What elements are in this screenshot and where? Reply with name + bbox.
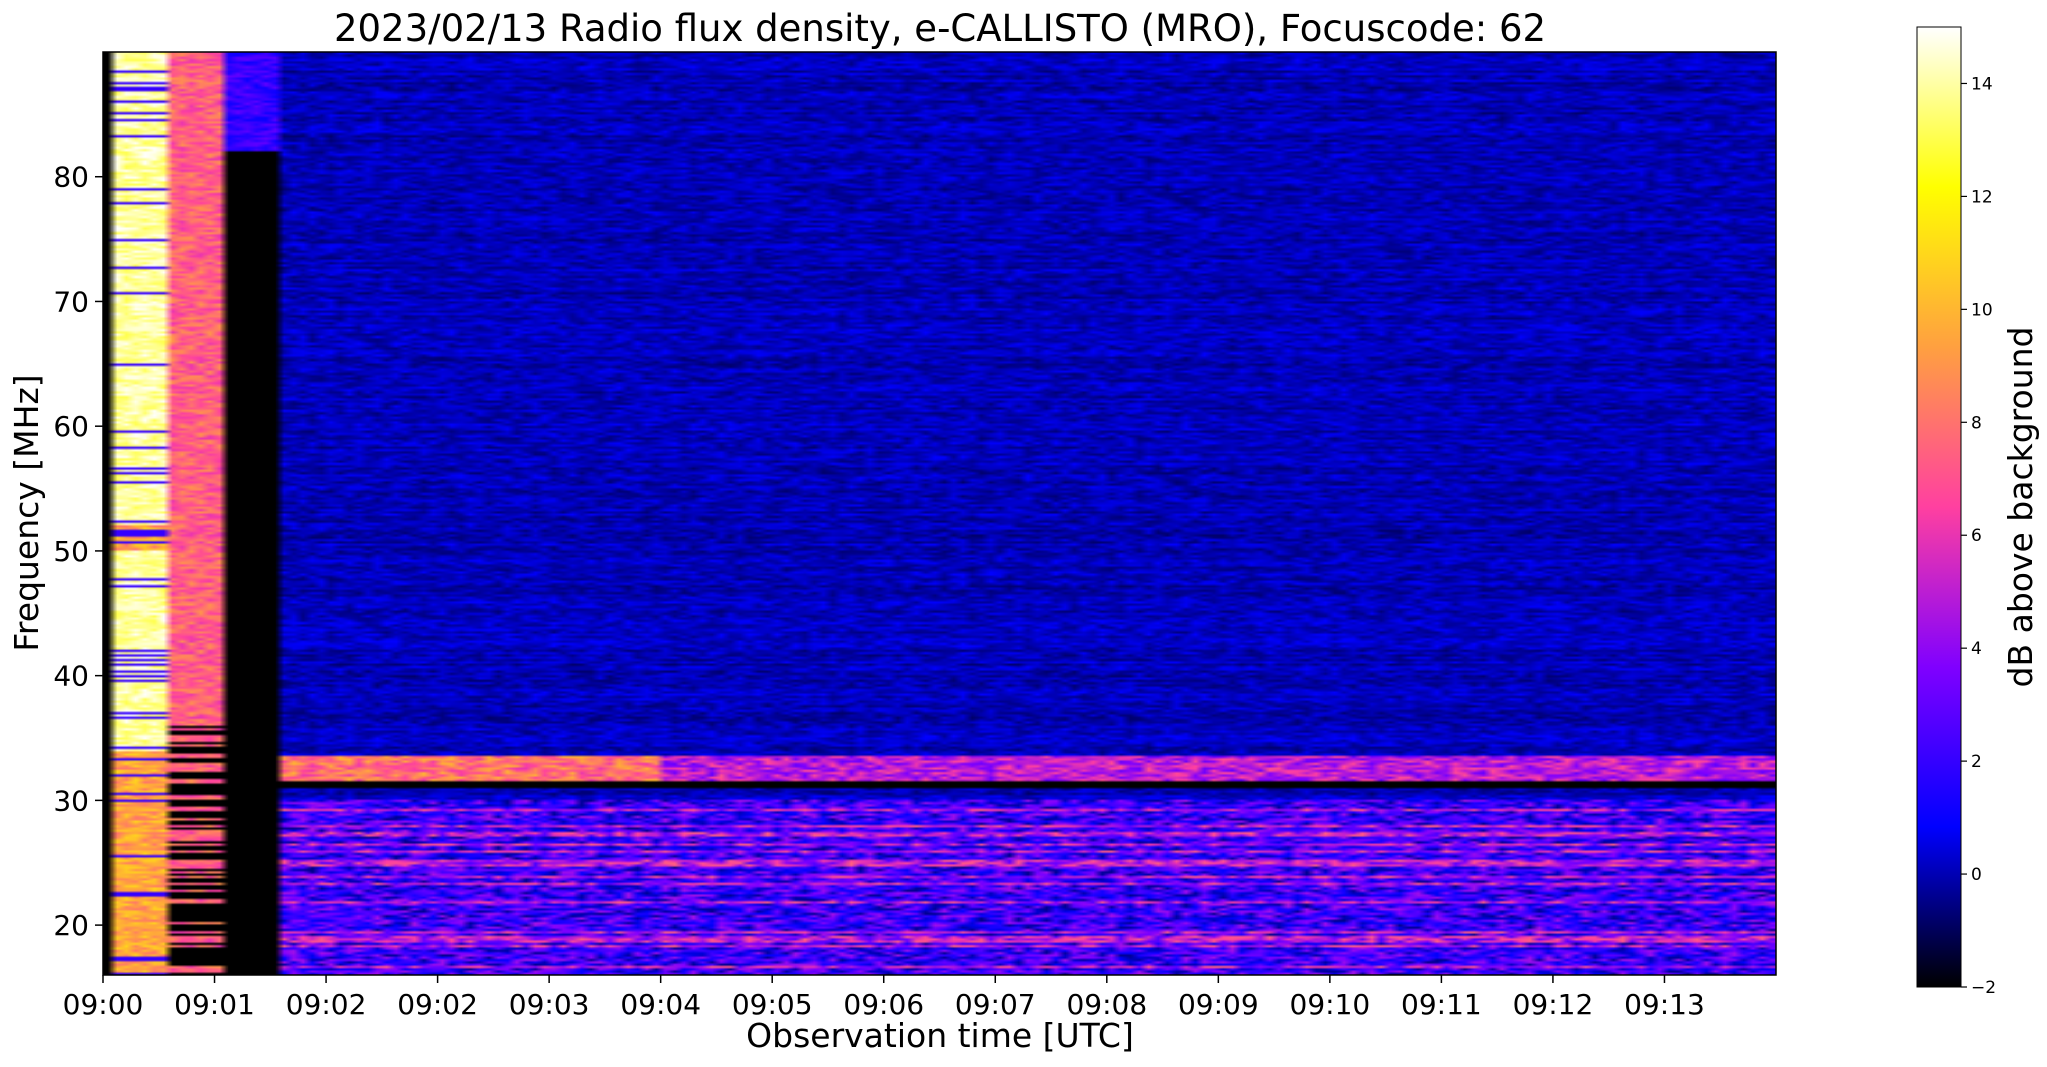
x-tick-label: 09:09 xyxy=(1178,988,1259,1021)
x-tick-label: 09:07 xyxy=(955,988,1036,1021)
x-tick-label: 09:10 xyxy=(1290,988,1371,1021)
colorbar-tick-label: 6 xyxy=(1971,526,1982,546)
colorbar-tick-label: 10 xyxy=(1971,300,1993,320)
x-tick-label: 09:01 xyxy=(174,988,255,1021)
x-tick-label: 09:04 xyxy=(620,988,701,1021)
y-axis: 20 30 40 50 60 70 80 xyxy=(53,161,103,942)
spectrogram-heatmap xyxy=(103,52,1776,975)
x-tick-label: 09:11 xyxy=(1401,988,1482,1021)
x-tick-label: 09:03 xyxy=(509,988,590,1021)
colorbar-tick-label: 4 xyxy=(1971,639,1982,659)
y-tick-label: 80 xyxy=(53,161,89,194)
colorbar-tick-label: 2 xyxy=(1971,752,1982,772)
x-tick-label: 09:00 xyxy=(63,988,144,1021)
x-tick-label: 09:08 xyxy=(1066,988,1147,1021)
colorbar-tick-label: 12 xyxy=(1971,187,1993,207)
colorbar-tick-label: −2 xyxy=(1971,978,1996,998)
y-tick-label: 70 xyxy=(53,285,89,318)
heatmap-image xyxy=(103,52,1776,975)
y-tick-label: 30 xyxy=(53,784,89,817)
y-tick-label: 40 xyxy=(53,660,89,693)
x-tick-label: 09:06 xyxy=(843,988,924,1021)
y-tick-label: 60 xyxy=(53,410,89,443)
colorbar xyxy=(1916,26,1962,988)
x-tick-label: 09:02 xyxy=(397,988,478,1021)
colorbar-tick-label: 0 xyxy=(1971,865,1982,885)
x-axis-label: Observation time [UTC] xyxy=(746,1016,1134,1055)
x-tick-label: 09:02 xyxy=(286,988,367,1021)
x-tick-label: 09:12 xyxy=(1513,988,1594,1021)
x-tick-label: 09:05 xyxy=(732,988,813,1021)
y-tick-label: 50 xyxy=(53,535,89,568)
y-axis-label: Frequency [MHz] xyxy=(7,374,46,651)
colorbar-tick-label: 14 xyxy=(1971,74,1993,94)
colorbar-label: dB above background xyxy=(2001,327,2040,688)
plot-frame xyxy=(102,51,1777,976)
x-tick-label: 09:13 xyxy=(1624,988,1705,1021)
colorbar-tick-label: 8 xyxy=(1971,413,1982,433)
colorbar-axis: −2 0 2 4 6 8 10 12 14 xyxy=(1961,74,1996,998)
x-axis: 09:00 09:01 09:02 09:02 09:03 09:04 09:05 09:06… xyxy=(63,975,1705,1021)
y-tick-label: 20 xyxy=(53,909,89,942)
chart-title: 2023/02/13 Radio flux density, e-CALLIST… xyxy=(334,7,1546,50)
